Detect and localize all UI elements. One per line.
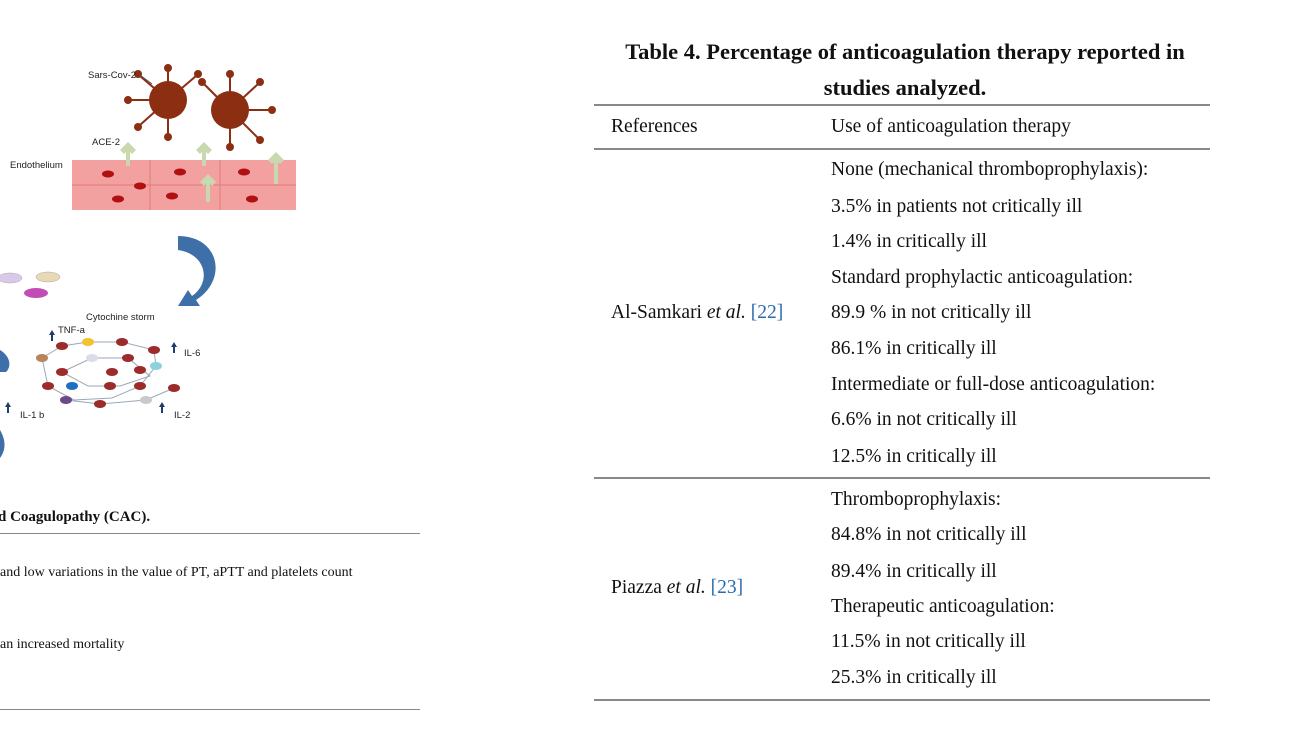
cytokine-network-icon bbox=[36, 338, 180, 408]
endothelium-icon bbox=[72, 160, 296, 210]
il2-label: IL-2 bbox=[174, 410, 190, 421]
row-rule bbox=[594, 477, 1210, 479]
therapy-item: 6.6% in not critically ill bbox=[831, 409, 1017, 430]
reference-etal: et al. bbox=[666, 577, 706, 598]
il6-label: IL-6 bbox=[184, 348, 200, 359]
covid-coagulopathy-figure: Sars-Cov-2 ACE-2 Endothelium bbox=[0, 64, 296, 458]
table-title-line: studies analyzed. bbox=[823, 75, 987, 100]
therapy-item: Intermediate or full-dose anticoagulatio… bbox=[831, 374, 1156, 395]
table-title: Table 4. Percentage of anticoagulation t… bbox=[585, 34, 1225, 106]
header-use: Use of anticoagulation therapy bbox=[831, 116, 1071, 137]
curved-arrow-icon bbox=[178, 236, 216, 306]
left-text-line: and low variations in the value of PT, a… bbox=[0, 565, 353, 580]
il1b-label: IL-1 b bbox=[20, 410, 44, 421]
table-top-rule bbox=[594, 104, 1210, 106]
reference-cell: Al-Samkari et al. [22] bbox=[611, 300, 783, 326]
header-rule bbox=[594, 148, 1210, 150]
caption-rule bbox=[0, 533, 420, 534]
therapy-item: 89.9 % in not critically ill bbox=[831, 302, 1032, 323]
table-title-line: Table 4. Percentage of anticoagulation t… bbox=[625, 39, 1185, 64]
endothelium-label: Endothelium bbox=[10, 160, 63, 171]
reference-author: Piazza bbox=[611, 577, 662, 598]
therapy-item: 84.8% in not critically ill bbox=[831, 524, 1027, 545]
virus-label: Sars-Cov-2 bbox=[88, 70, 136, 81]
therapy-item: 12.5% in critically ill bbox=[831, 446, 997, 467]
cytokine-storm-label: Cytochine storm bbox=[86, 312, 155, 323]
immune-cells-icon bbox=[0, 271, 61, 298]
therapy-item: 25.3% in critically ill bbox=[831, 667, 997, 688]
up-arrow-icon bbox=[5, 330, 177, 413]
therapy-item: 1.4% in critically ill bbox=[831, 231, 987, 252]
table-bottom-rule bbox=[594, 699, 1210, 701]
bottom-rule bbox=[0, 709, 420, 710]
therapy-item: Therapeutic anticoagulation: bbox=[831, 596, 1055, 617]
therapy-item: Standard prophylactic anticoagulation: bbox=[831, 267, 1134, 288]
tnf-label: TNF-a bbox=[58, 325, 86, 336]
therapy-item: 89.4% in critically ill bbox=[831, 561, 997, 582]
reference-link[interactable]: [23] bbox=[710, 577, 744, 598]
sars-cov-2-virus-icon bbox=[124, 64, 276, 151]
ace2-receptor-icon bbox=[120, 142, 284, 202]
therapy-item: 86.1% in critically ill bbox=[831, 338, 997, 359]
therapy-item: None (mechanical thromboprophylaxis): bbox=[831, 159, 1149, 180]
header-references: References bbox=[611, 116, 698, 137]
therapy-item: Thromboprophylaxis: bbox=[831, 489, 1002, 510]
left-text-line: an increased mortality bbox=[0, 637, 125, 652]
figure-caption: d Coagulopathy (CAC). bbox=[0, 509, 151, 525]
reference-link[interactable]: [22] bbox=[750, 302, 784, 323]
therapy-item: 11.5% in not critically ill bbox=[831, 631, 1026, 652]
reference-etal: et al. bbox=[706, 302, 746, 323]
reference-cell: Piazza et al. [23] bbox=[611, 575, 743, 601]
side-arrow-icon bbox=[0, 350, 10, 372]
reference-author: Al-Samkari bbox=[611, 302, 702, 323]
therapy-item: 3.5% in patients not critically ill bbox=[831, 196, 1083, 217]
ace2-label: ACE-2 bbox=[92, 137, 120, 148]
